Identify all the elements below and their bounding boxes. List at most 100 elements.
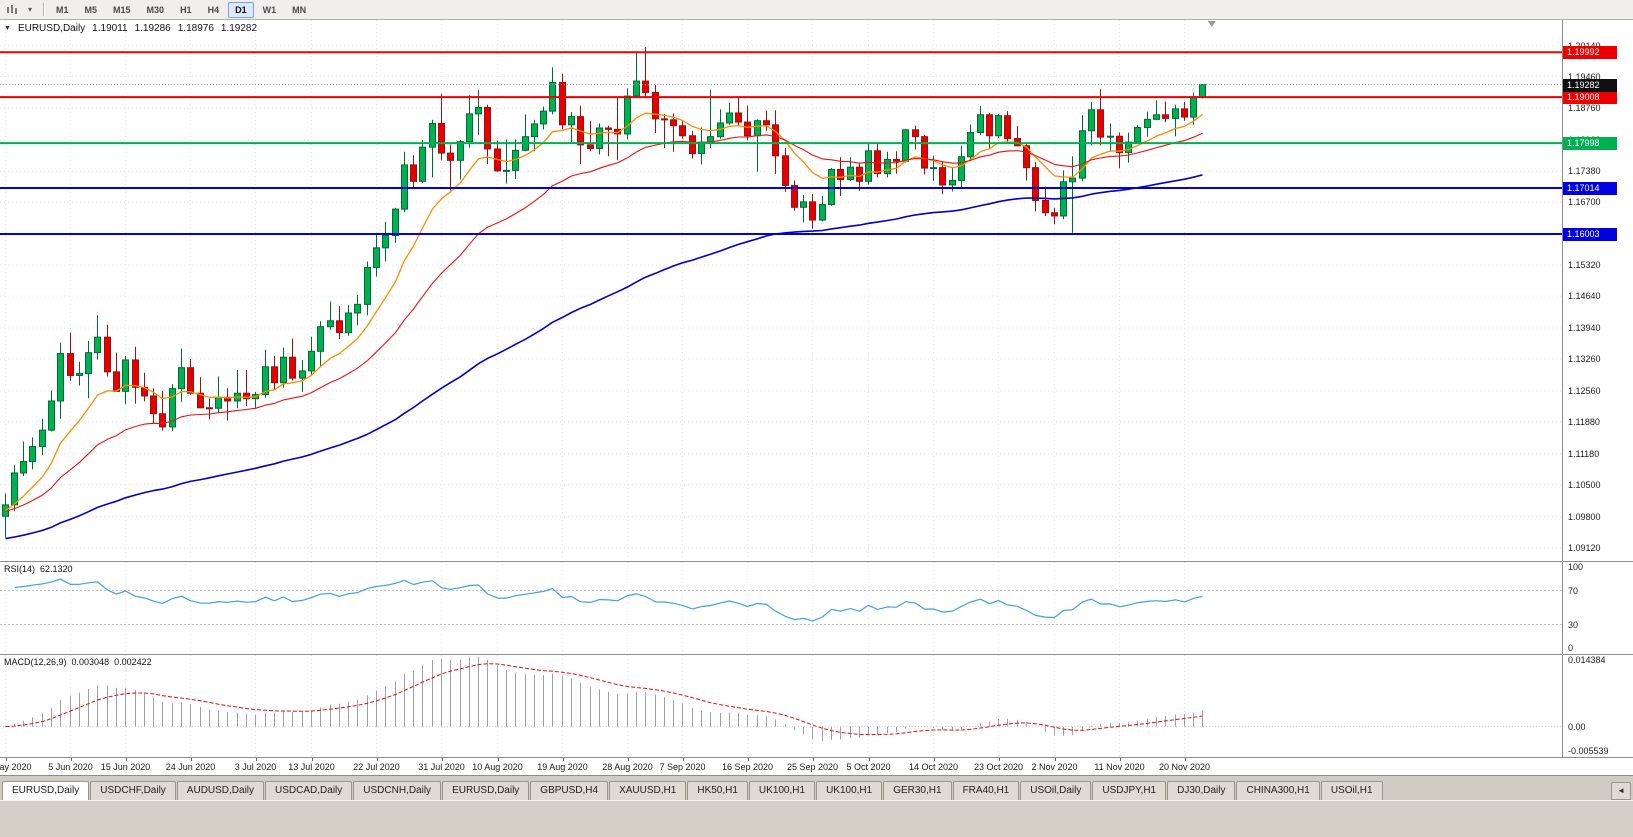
- rsi-header: RSI(14) 62.1320: [4, 564, 73, 574]
- tab-eurusd-daily[interactable]: EURUSD,Daily: [2, 781, 90, 800]
- collapse-caret-icon[interactable]: ▼: [4, 25, 11, 32]
- rsi-line: [14, 578, 1203, 622]
- tab-usoil-h1[interactable]: USOil,H1: [1320, 781, 1383, 800]
- main-chart-pane[interactable]: 1.201401.194601.187601.180601.173801.167…: [0, 20, 1633, 562]
- timeframe-button-w1[interactable]: W1: [262, 4, 277, 15]
- hline-price-badge: 1.17014: [1563, 181, 1617, 195]
- rsi-axis-label: 30: [1568, 619, 1579, 630]
- date-tick-label: 5 Jun 2020: [48, 762, 93, 772]
- date-tick-label: 13 Jul 2020: [288, 762, 335, 772]
- tab-usdcnh-daily[interactable]: USDCNH,Daily: [353, 781, 442, 800]
- tab-xauusd-h1[interactable]: XAUUSD,H1: [609, 781, 687, 800]
- timeframe-button-m5[interactable]: M5: [84, 4, 98, 15]
- rsi-axis-label: 100: [1568, 562, 1584, 572]
- time-tick: [1054, 758, 1056, 761]
- date-tick-label: 7 Sep 2020: [659, 762, 706, 772]
- tab-usdchf-daily[interactable]: USDCHF,Daily: [90, 781, 176, 800]
- hline-price-badge: 1.16003: [1563, 228, 1617, 242]
- time-tick: [376, 758, 378, 761]
- price-axis-label: 1.13940: [1568, 323, 1601, 334]
- grid-layer: [0, 20, 1562, 560]
- price-axis-label: 1.09120: [1568, 542, 1601, 553]
- tab-scroll-left-button[interactable]: ◄: [1611, 782, 1631, 800]
- open-value: 1.19011: [92, 23, 128, 34]
- date-tick-label: 22 Jul 2020: [353, 762, 400, 772]
- price-axis-label: 1.17380: [1568, 166, 1601, 177]
- macd-chart: [0, 655, 1562, 756]
- timeframe-button-mn[interactable]: MN: [292, 4, 307, 15]
- timeframe-button-m15[interactable]: M15: [113, 4, 131, 15]
- date-tick-label: 24 Jun 2020: [165, 762, 216, 772]
- date-tick-label: 23 Oct 2020: [973, 762, 1024, 772]
- macd-axis-label: 0.014384: [1568, 655, 1606, 665]
- rsi-axis[interactable]: 100 70 30 0: [1562, 562, 1633, 654]
- macd-axis[interactable]: 0.014384 0.00 -0.005539: [1562, 655, 1633, 757]
- symbol-timeframe-label: EURUSD,Daily: [17, 23, 86, 34]
- date-tick-label: 2 Nov 2020: [1031, 762, 1078, 772]
- timeframe-button-d1[interactable]: D1: [228, 1, 254, 18]
- hline-price-badge: 1.17998: [1563, 137, 1617, 151]
- tab-usdcad-daily[interactable]: USDCAD,Daily: [265, 781, 353, 800]
- price-axis-label: 1.20140: [1568, 41, 1601, 51]
- price-axis[interactable]: 1.201401.194601.187601.180601.173801.167…: [1562, 20, 1633, 561]
- ma-medium-line: [5, 132, 1203, 513]
- macd-header: MACD(12,26,9) 0.003048 0.002422: [4, 657, 152, 667]
- tab-fra40-h1[interactable]: FRA40,H1: [952, 781, 1020, 800]
- tab-usdjpy-h1[interactable]: USDJPY,H1: [1092, 781, 1167, 800]
- macd-pane[interactable]: 0.014384 0.00 -0.005539 MACD(12,26,9) 0.00…: [0, 655, 1633, 758]
- tab-audusd-daily[interactable]: AUDUSD,Daily: [176, 781, 265, 800]
- toolbar-separator: [43, 3, 44, 16]
- close-value: 1.19282: [220, 23, 258, 34]
- price-axis-label: 1.09800: [1568, 511, 1601, 522]
- time-tick: [311, 758, 313, 761]
- tab-uk100-h1[interactable]: UK100,H1: [816, 781, 883, 800]
- tab-gbpusd-h4[interactable]: GBPUSD,H4: [530, 781, 609, 800]
- candles-layer: [2, 46, 1206, 538]
- tab-eurusd-daily[interactable]: EURUSD,Daily: [442, 781, 530, 800]
- price-axis-label: 1.18760: [1568, 103, 1601, 114]
- timeframe-button-m1[interactable]: M1: [56, 4, 69, 15]
- candlestick-chart: [0, 20, 1562, 560]
- tab-ger30-h1[interactable]: GER30,H1: [883, 781, 952, 800]
- tab-dj30-daily[interactable]: DJ30,Daily: [1167, 781, 1236, 800]
- date-tick-label: 19 Aug 2020: [537, 762, 588, 772]
- hline-price-badge: 1.19008: [1563, 91, 1617, 105]
- rsi-chart: [0, 562, 1562, 653]
- time-tick: [255, 758, 257, 761]
- timeframe-button-h1[interactable]: H1: [180, 4, 192, 15]
- dropdown-caret-icon[interactable]: ▾: [27, 5, 32, 14]
- date-tick-label: 16 Sep 2020: [721, 762, 774, 772]
- timeframe-button-h4[interactable]: H4: [207, 4, 220, 15]
- timeframe-button-m30[interactable]: M30: [146, 4, 165, 15]
- time-tick: [497, 758, 499, 761]
- price-axis-label: 1.16700: [1568, 197, 1601, 208]
- time-tick: [5, 758, 7, 761]
- time-tick: [562, 758, 564, 761]
- rsi-axis-label: 70: [1568, 585, 1579, 596]
- time-tick: [125, 758, 127, 761]
- chart-window-glyph: [6, 4, 17, 14]
- chart-tabs: EURUSD,Daily USDCHF,Daily AUDUSD,Daily USDC…: [0, 776, 1633, 800]
- price-axis-label: 1.19460: [1568, 71, 1601, 82]
- time-tick: [933, 758, 935, 761]
- date-tick-label: 5 Oct 2020: [846, 762, 891, 772]
- date-tick-label: 11 Nov 2020: [1094, 762, 1145, 772]
- rsi-pane[interactable]: 100 70 30 0 RSI(14) 62.1320: [0, 562, 1633, 655]
- tab-usoil-daily[interactable]: USOil,Daily: [1020, 781, 1092, 800]
- chart-window-icon[interactable]: [3, 2, 21, 18]
- current-price-badge: 1.19282: [1563, 78, 1617, 92]
- tab-uk100-h1[interactable]: UK100,H1: [748, 781, 816, 800]
- tab-china300-h1[interactable]: CHINA300,H1: [1236, 781, 1320, 800]
- date-tick-label: 31 Jul 2020: [418, 762, 465, 772]
- time-tick: [1119, 758, 1121, 761]
- macd-label: MACD(12,26,9): [4, 657, 67, 667]
- time-axis[interactable]: 27 May 2020 5 Jun 2020 15 Jun 2020 24 Jun 2…: [0, 758, 1633, 776]
- price-axis-label: 1.14640: [1568, 291, 1601, 302]
- chart-shift-marker-icon[interactable]: [1207, 21, 1216, 27]
- low-value: 1.18976: [177, 23, 214, 34]
- date-tick-label: 3 Jul 2020: [234, 762, 277, 772]
- tab-hk50-h1[interactable]: HK50,H1: [687, 781, 748, 800]
- price-axis-label: 1.13260: [1568, 354, 1601, 365]
- time-tick: [441, 758, 443, 761]
